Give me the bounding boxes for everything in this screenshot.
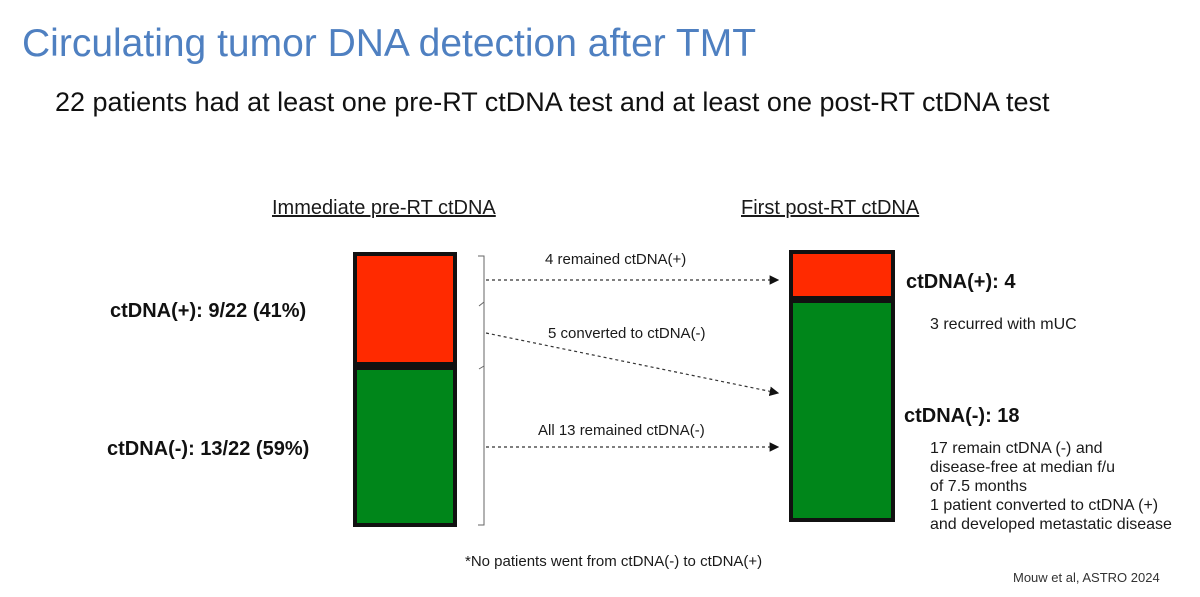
post-negative-note-line: of 7.5 months bbox=[930, 478, 1027, 495]
arrow-converted-negative bbox=[485, 332, 780, 397]
slide-subtitle: 22 patients had at least one pre-RT ctDN… bbox=[55, 87, 1050, 117]
slide-title: Circulating tumor DNA detection after TM… bbox=[22, 22, 757, 65]
footnote: *No patients went from ctDNA(-) to ctDNA… bbox=[465, 553, 763, 570]
post-negative-note: 17 remain ctDNA (-) and disease-free at … bbox=[930, 439, 1200, 534]
pre-negative-label: ctDNA(-): 13/22 (59%) bbox=[107, 438, 310, 460]
post-negative-note-line: 1 patient converted to ctDNA (+) bbox=[930, 497, 1159, 514]
post-negative-note-line: disease-free at median f/u bbox=[930, 459, 1115, 476]
post-positive-segment bbox=[789, 250, 895, 300]
arrow-remained-positive-label: 4 remained ctDNA(+) bbox=[545, 251, 687, 268]
post-positive-note: 3 recurred with mUC bbox=[930, 316, 1077, 333]
post-negative-segment bbox=[789, 299, 895, 522]
citation: Mouw et al, ASTRO 2024 bbox=[1013, 570, 1160, 585]
arrow-converted-negative-label: 5 converted to ctDNA(-) bbox=[548, 325, 706, 342]
pre-positive-label: ctDNA(+): 9/22 (41%) bbox=[110, 300, 307, 322]
post-negative-note-line: 17 remain ctDNA (-) and bbox=[930, 440, 1103, 457]
post-positive-label: ctDNA(+): 4 bbox=[906, 271, 1016, 293]
post-rt-heading: First post-RT ctDNA bbox=[741, 197, 920, 219]
pre-rt-heading: Immediate pre-RT ctDNA bbox=[272, 197, 496, 219]
pre-positive-segment bbox=[353, 252, 457, 366]
pre-negative-segment bbox=[353, 366, 457, 527]
arrow-remained-negative-label: All 13 remained ctDNA(-) bbox=[538, 422, 705, 439]
post-negative-label: ctDNA(-): 18 bbox=[904, 405, 1020, 427]
pre-bracket bbox=[478, 255, 485, 526]
post-negative-note-line: and developed metastatic disease bbox=[930, 516, 1172, 533]
